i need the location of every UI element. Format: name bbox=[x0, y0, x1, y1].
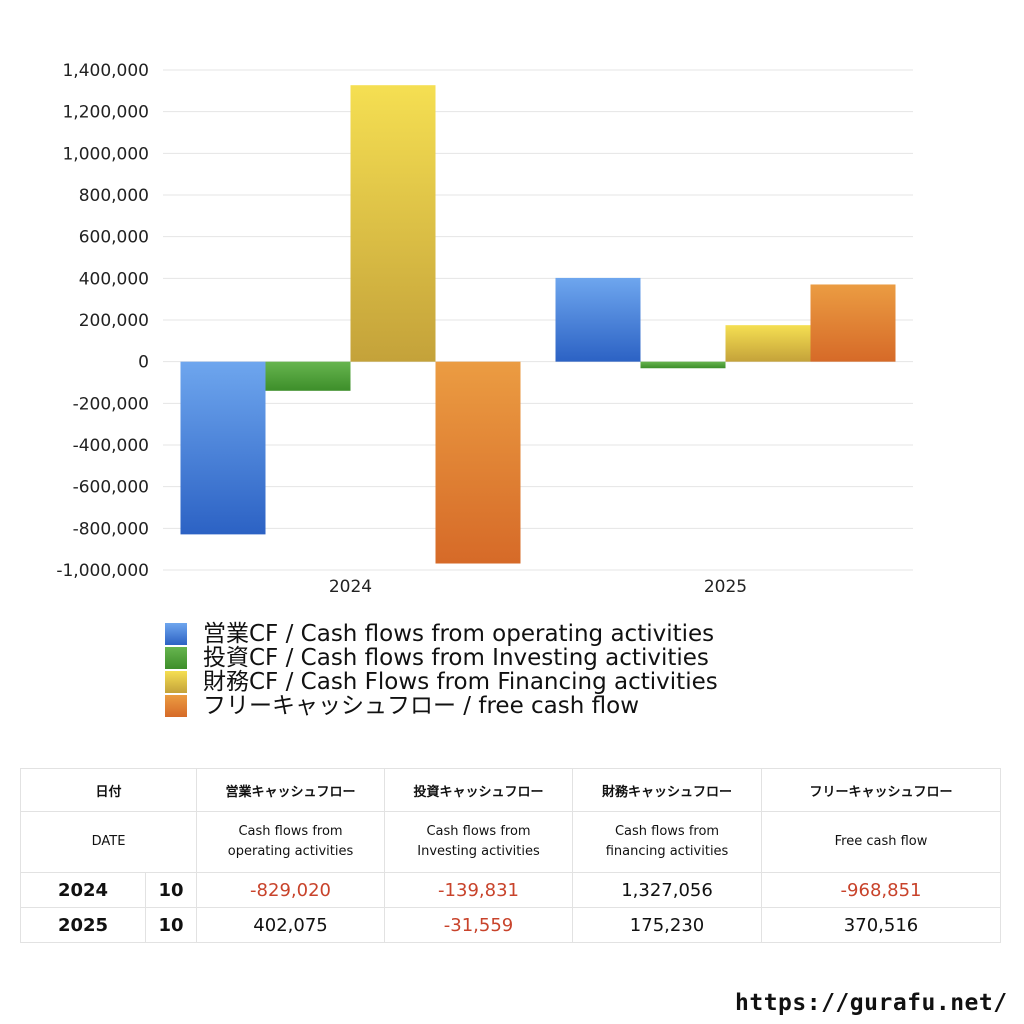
y-tick-label: 0 bbox=[138, 353, 149, 373]
y-tick-label: 400,000 bbox=[79, 269, 149, 289]
header-date-jp: 日付 bbox=[19, 768, 198, 812]
legend-swatch-operating bbox=[165, 623, 187, 645]
cell-free-cash-flow: -968,851 bbox=[761, 872, 1002, 908]
y-axis-ticks: -1,000,000 -800,000 -600,000 -400,000 -200,0… bbox=[56, 61, 149, 581]
header-free-cash-flow-jp: フリーキャッシュフロー bbox=[761, 768, 1002, 812]
legend-item-financing: 財務CF / Cash Flows from Financing activit… bbox=[165, 670, 718, 694]
table-header-jp: 日付 営業キャッシュフロー 投資キャッシュフロー 財務キャッシュフロー フリーキ… bbox=[19, 768, 1002, 812]
bar-2025-series-1 bbox=[640, 361, 726, 369]
y-tick-label: 600,000 bbox=[79, 228, 149, 248]
bar-2025-series-3 bbox=[810, 284, 896, 362]
y-tick-label: -600,000 bbox=[73, 478, 149, 498]
cell-operating: -829,020 bbox=[196, 872, 386, 908]
header-free-cash-flow-en: Free cash flow bbox=[761, 811, 1002, 873]
table-header-en: DATE Cash flows from operating activitie… bbox=[19, 811, 1002, 873]
bar-2024-series-0 bbox=[180, 361, 266, 535]
header-operating-jp: 営業キャッシュフロー bbox=[196, 768, 386, 812]
cash-flow-table: 日付 営業キャッシュフロー 投資キャッシュフロー 財務キャッシュフロー フリーキ… bbox=[19, 768, 1002, 943]
row-month: 10 bbox=[144, 872, 198, 908]
legend-swatch-free-cash-flow bbox=[165, 695, 187, 717]
site-url[interactable]: https://gurafu.net/ bbox=[735, 990, 1008, 1016]
bar-2024-series-3 bbox=[435, 361, 521, 564]
bars bbox=[180, 85, 896, 564]
y-tick-label: 200,000 bbox=[79, 311, 149, 331]
bar-2024-series-1 bbox=[265, 361, 351, 391]
legend-label-financing: 財務CF / Cash Flows from Financing activit… bbox=[203, 669, 718, 695]
legend-label-investing: 投資CF / Cash flows from Investing activit… bbox=[203, 645, 709, 671]
cell-free-cash-flow: 370,516 bbox=[761, 907, 1002, 943]
row-year: 2025 bbox=[20, 907, 146, 943]
bar-2025-series-2 bbox=[725, 325, 811, 362]
y-tick-label: -800,000 bbox=[73, 519, 149, 539]
row-year: 2024 bbox=[20, 872, 146, 908]
x-axis-ticks: 2024 2025 bbox=[329, 577, 747, 597]
header-investing-jp: 投資キャッシュフロー bbox=[384, 768, 574, 812]
legend: 営業CF / Cash flows from operating activit… bbox=[165, 622, 718, 718]
legend-label-free-cash-flow: フリーキャッシュフロー / free cash flow bbox=[203, 693, 640, 719]
y-tick-label: 1,400,000 bbox=[62, 61, 149, 81]
cell-financing: 175,230 bbox=[572, 907, 763, 943]
header-financing-en: Cash flows from financing activities bbox=[572, 811, 763, 873]
legend-swatch-investing bbox=[165, 647, 187, 669]
header-financing-jp: 財務キャッシュフロー bbox=[572, 768, 763, 812]
row-month: 10 bbox=[144, 907, 198, 943]
cash-flow-bar-chart: -1,000,000 -800,000 -600,000 -400,000 -200,0… bbox=[56, 61, 913, 597]
bar-2025-series-0 bbox=[555, 277, 641, 362]
legend-item-free-cash-flow: フリーキャッシュフロー / free cash flow bbox=[165, 694, 718, 718]
y-tick-label: 800,000 bbox=[79, 186, 149, 206]
grid-lines bbox=[163, 69, 913, 571]
legend-item-investing: 投資CF / Cash flows from Investing activit… bbox=[165, 646, 718, 670]
legend-swatch-financing bbox=[165, 671, 187, 693]
header-operating-en: Cash flows from operating activities bbox=[196, 811, 386, 873]
y-tick-label: -1,000,000 bbox=[56, 561, 149, 581]
y-tick-label: 1,000,000 bbox=[62, 144, 149, 164]
x-tick-label: 2024 bbox=[329, 577, 372, 597]
header-date-en: DATE bbox=[19, 811, 198, 873]
table-row: 2024 10 -829,020 -139,831 1,327,056 -968… bbox=[20, 872, 1002, 908]
x-tick-label: 2025 bbox=[704, 577, 747, 597]
cell-investing: -31,559 bbox=[384, 907, 574, 943]
table-row: 2025 10 402,075 -31,559 175,230 370,516 bbox=[20, 907, 1002, 943]
legend-label-operating: 営業CF / Cash flows from operating activit… bbox=[203, 621, 715, 647]
y-tick-label: -400,000 bbox=[73, 436, 149, 456]
cell-operating: 402,075 bbox=[196, 907, 386, 943]
cell-investing: -139,831 bbox=[384, 872, 574, 908]
bar-2024-series-2 bbox=[350, 85, 436, 362]
legend-item-operating: 営業CF / Cash flows from operating activit… bbox=[165, 622, 718, 646]
y-tick-label: 1,200,000 bbox=[62, 103, 149, 123]
header-investing-en: Cash flows from Investing activities bbox=[384, 811, 574, 873]
y-tick-label: -200,000 bbox=[73, 394, 149, 414]
cell-financing: 1,327,056 bbox=[572, 872, 763, 908]
